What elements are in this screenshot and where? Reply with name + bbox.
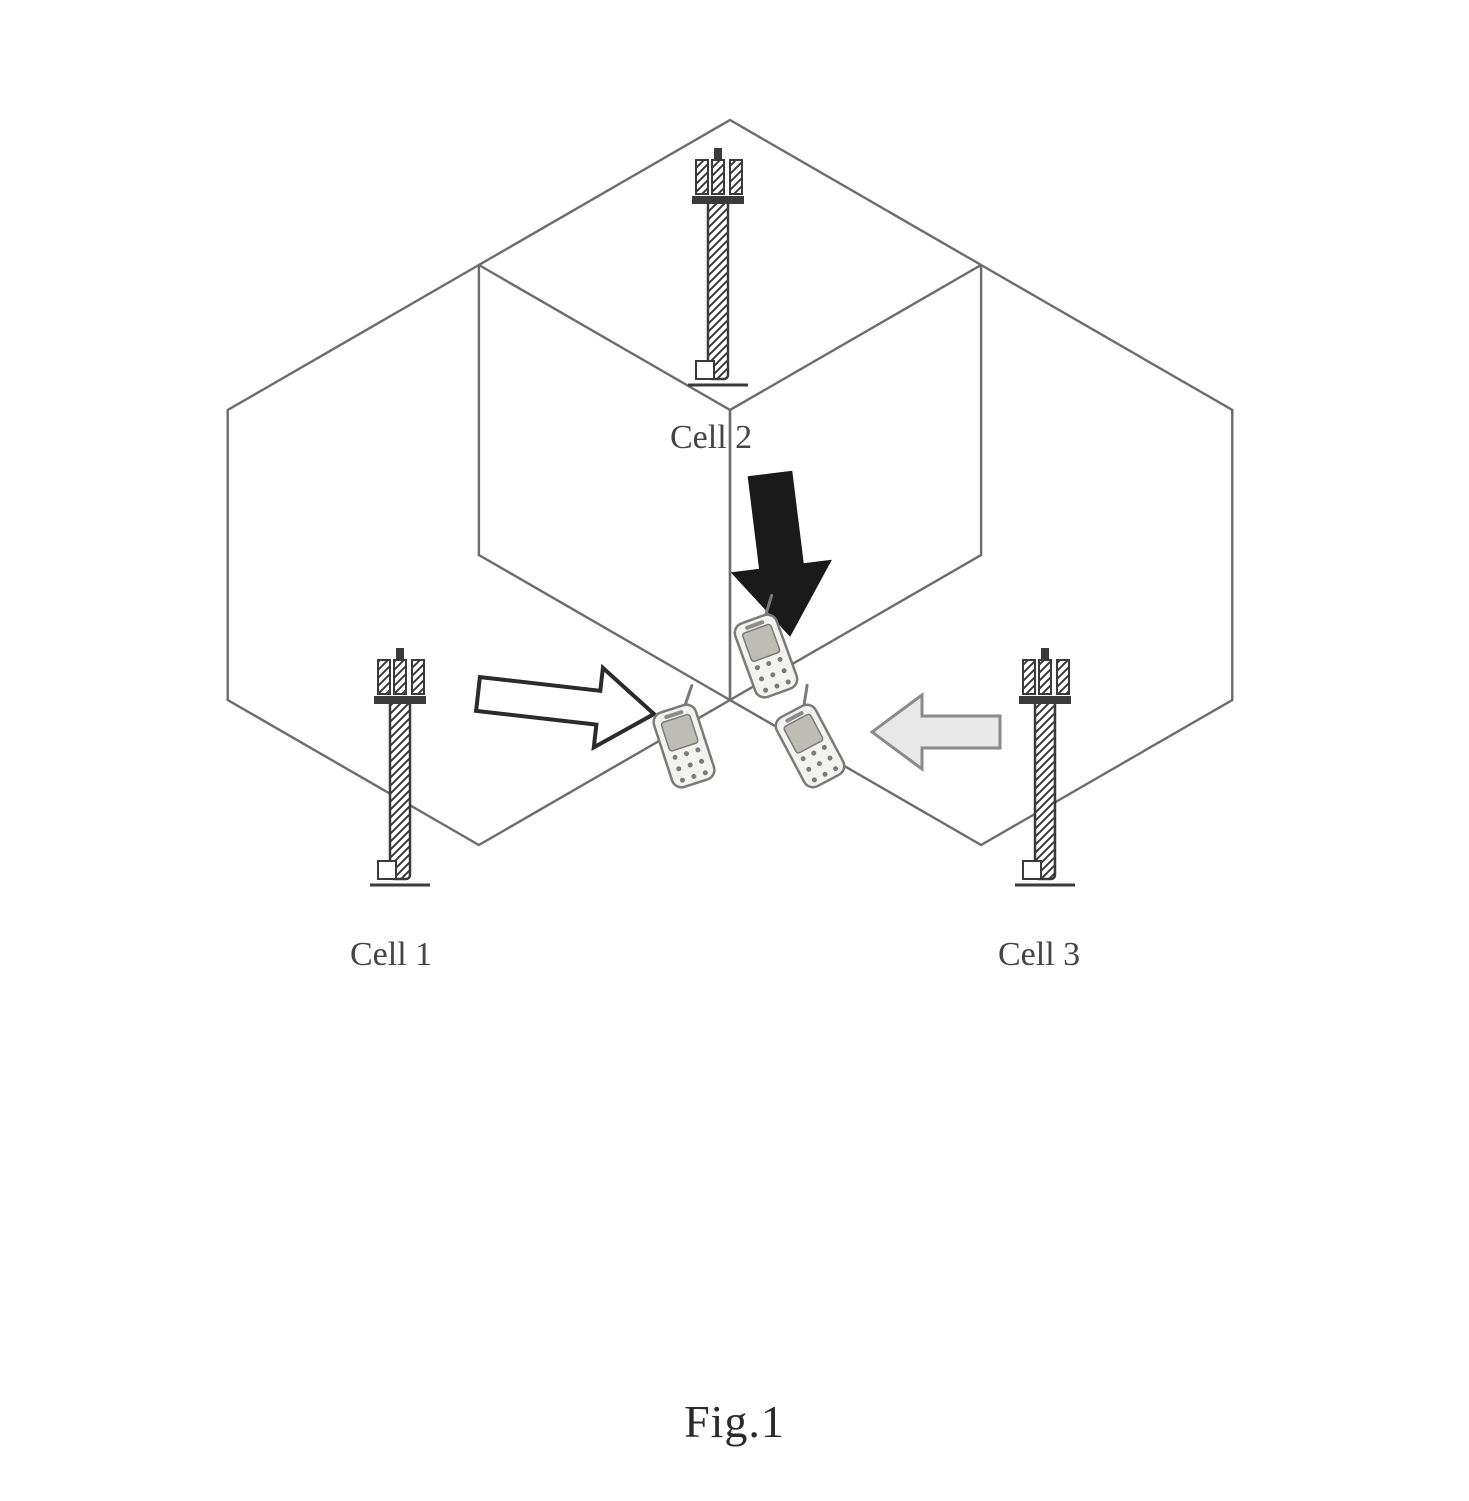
arrow_cell2-arrow-icon (732, 471, 831, 636)
phone-icon-3 (765, 685, 852, 791)
phone-icon-1 (646, 686, 721, 790)
arrow_cell3-arrow-icon (872, 695, 1000, 769)
cell2-label: Cell 2 (670, 419, 752, 456)
cell3-label: Cell 3 (998, 936, 1080, 973)
tower-icon-cell2 (688, 148, 748, 385)
tower-icon-cell1 (370, 648, 430, 885)
tower-icon-cell3 (1015, 648, 1075, 885)
cell1-label: Cell 1 (350, 936, 432, 973)
diagram-svg: Cell 1 Cell 2 Cell 3 (0, 0, 1469, 1501)
arrows-group (476, 471, 1000, 769)
hex-cells-group (228, 120, 1233, 845)
phones-group (646, 595, 851, 790)
figure-caption: Fig.1 (0, 1395, 1469, 1448)
figure-canvas: Cell 1 Cell 2 Cell 3 Fig.1 (0, 0, 1469, 1501)
cell-labels-group: Cell 1 Cell 2 Cell 3 (350, 419, 1080, 973)
arrow_cell1-arrow-icon (476, 668, 654, 748)
